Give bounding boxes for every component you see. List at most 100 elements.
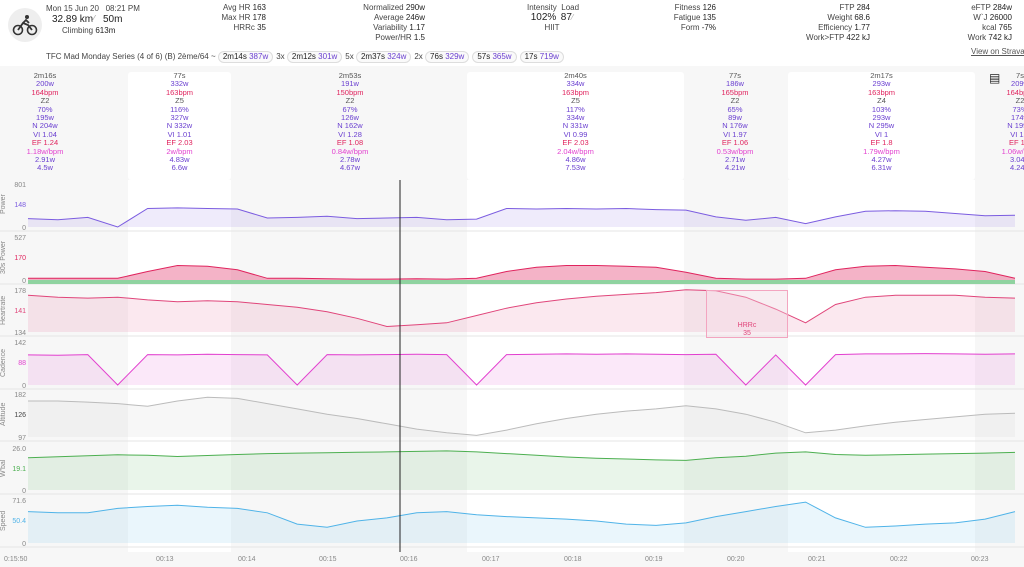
stat-value: 284w — [992, 3, 1012, 12]
stat-row: Normalized 290w — [340, 3, 425, 13]
interval-stat: 332w — [170, 79, 189, 89]
y-tick: 71.6 — [12, 498, 26, 505]
interval-stat: 67% — [342, 104, 358, 114]
y-tick: 178 — [14, 288, 26, 295]
y-tick: 26.0 — [12, 446, 26, 453]
stat-label: Max HR — [221, 13, 251, 22]
distance[interactable]: 32.89 km⁄ — [52, 14, 95, 25]
ftp-stats[interactable]: FTP 284 Weight 68.6 Efficiency 1.77 Work>FT… — [790, 3, 870, 43]
stat-value: 290w — [405, 3, 425, 12]
interval-pill[interactable]: 76s 329w — [425, 51, 470, 63]
interval-stat: VI 1.28 — [338, 129, 362, 139]
interval-stat: 0.84w/bpm — [331, 146, 369, 156]
interval-stat: 4.83w — [169, 155, 190, 165]
stat-label: kcal — [982, 23, 997, 32]
interval-stat: Z2 — [40, 96, 50, 106]
y-tick: 170 — [14, 255, 26, 263]
stat-row: Weight 68.6 — [790, 13, 870, 23]
stat-label: Avg HR — [222, 3, 251, 12]
pill-time: 76s — [430, 52, 443, 61]
interval-stat: N 332w — [166, 121, 193, 131]
interval-stat: Z4 — [877, 96, 886, 106]
load-label: Load — [561, 3, 580, 12]
interval-pill[interactable]: 2m14s 387w — [217, 51, 274, 63]
series-area — [28, 207, 1015, 227]
interval-column[interactable]: 2m53s 191w 150bpm Z2 67% 126w N 162w VI 1.28 EF … — [300, 71, 400, 180]
interval-column[interactable]: 77s 332w 163bpm Z5 116% 327w N 332w VI 1.01 EF 2… — [128, 71, 231, 180]
interval-pill[interactable]: 2m12s 301w — [286, 51, 343, 63]
y-tick: 97 — [18, 435, 26, 443]
edit-pencil-icon[interactable]: ⁄ — [571, 13, 574, 22]
stat-label: Fatigue — [673, 13, 701, 22]
edit-pencil-icon[interactable]: ⁄ — [93, 14, 95, 25]
interval-stat: 77s — [728, 71, 742, 80]
pill-repeat: 2x — [414, 52, 423, 61]
stat-row: Max HR 178 — [200, 13, 266, 23]
interval-stat: 1.79w/bpm — [863, 146, 900, 156]
stat-value: 246w — [405, 13, 425, 22]
y-tick: 148 — [14, 202, 26, 210]
series-area — [28, 289, 1015, 332]
pill-watts: 329w — [445, 52, 465, 61]
interval-stat: Z2 — [1015, 96, 1024, 106]
interval-stat: Z2 — [730, 96, 740, 106]
pill-watts: 719w — [539, 52, 559, 61]
view-on-strava-link[interactable]: View on Strava — [971, 47, 1024, 56]
stat-value: 1.17 — [409, 23, 425, 32]
interval-stat: VI 1.97 — [723, 129, 747, 139]
interval-stat: EF 1.1 — [1008, 138, 1024, 148]
stat-value: -7% — [701, 23, 716, 32]
interval-stat: EF 1.08 — [336, 138, 364, 148]
interval-pill[interactable]: 57s 365w — [472, 51, 517, 63]
interval-stat: 163bpm — [561, 87, 590, 97]
interval-column[interactable]: 77s 186w 165bpm Z2 65% 89w N 176w VI 1.97 EF 1.0… — [700, 71, 770, 180]
interval-column[interactable]: 2m40s 334w 163bpm Z5 117% 334w N 331w VI 0.99 EF… — [467, 71, 684, 180]
interval-column[interactable]: 2m17s 293w 163bpm Z4 103% 293w N 295w VI 1 EF 1.… — [788, 71, 975, 180]
intensity-label: Intensity — [527, 3, 557, 12]
interval-stat: 174w — [1011, 113, 1024, 123]
x-tick: 00:23 — [971, 556, 989, 563]
x-tick: 00:21 — [808, 556, 826, 563]
interval-stat: N 204w — [32, 121, 58, 131]
interval-column[interactable]: 2m16s 200w 164bpm Z2 70% 195w N 204w VI 1.04 EF … — [5, 71, 85, 180]
series-line — [28, 396, 1016, 436]
activity-time: 08:21 PM — [105, 4, 140, 13]
stat-value: 135 — [702, 13, 716, 22]
stat-label: Efficiency — [818, 23, 853, 32]
interval-stat: 191w — [341, 79, 359, 89]
stat-row: Work>FTP 422 kJ — [790, 33, 870, 43]
series-line — [27, 207, 1016, 228]
pill-time: 2m37s — [360, 52, 385, 61]
stat-value: 163 — [252, 3, 266, 12]
stat-row: Power/HR 1.5 — [340, 33, 425, 43]
series-line — [28, 264, 1016, 280]
interval-pill[interactable]: 2m37s 324w — [355, 51, 412, 63]
stat-value: 765 — [998, 23, 1012, 32]
pill-watts: 301w — [318, 52, 338, 61]
activity-date: Mon 15 Jun 20 — [46, 4, 99, 13]
interval-stat: 200w — [36, 79, 54, 89]
interval-stat: 3.04w — [1009, 155, 1024, 165]
stat-label: Work — [967, 33, 987, 42]
x-tick: 00:19 — [645, 556, 663, 563]
interval-column[interactable]: 7s209w164bpmZ273%174wN 199wVI 1.1EF 1.11… — [990, 71, 1024, 180]
interval-pill[interactable]: 17s 719w — [519, 51, 564, 63]
cycling-avatar — [8, 8, 42, 42]
y-tick: 142 — [14, 340, 26, 347]
interval-stat: 2w/bpm — [166, 146, 193, 156]
stat-label: Average — [373, 13, 404, 22]
hrrc-value: 35 — [743, 330, 751, 337]
interval-stat: 116% — [170, 104, 189, 114]
series-line — [27, 289, 1016, 328]
hr-stats: Avg HR 163 Max HR 178 HRRc 35 — [200, 3, 266, 33]
interval-stat: 293w — [872, 113, 891, 123]
interval-stat: 150bpm — [336, 87, 364, 97]
climbing: Climbing 613m — [62, 26, 115, 36]
interval-highlight — [788, 180, 975, 552]
comment-icon[interactable]: ▤ — [989, 71, 1001, 85]
load-value[interactable]: 87 — [560, 12, 572, 23]
interval-stat: 163bpm — [165, 87, 194, 97]
interval-stat: N 176w — [722, 121, 748, 131]
hrrc-box: HRRc 35 — [706, 290, 788, 338]
